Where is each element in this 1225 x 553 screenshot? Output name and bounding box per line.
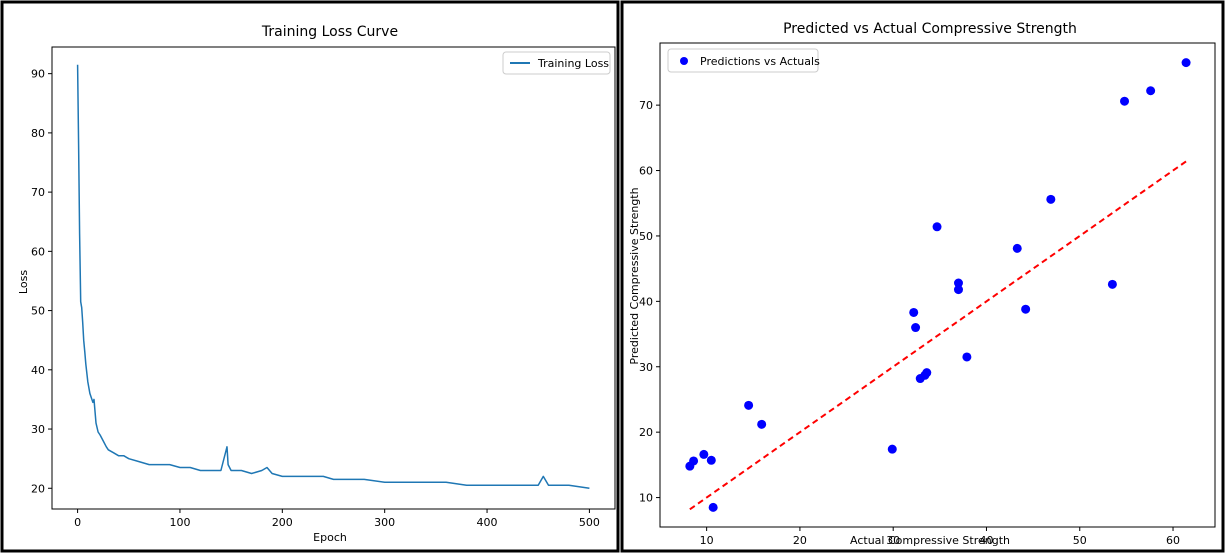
left-legend-box [502, 51, 611, 75]
right-y-tick-label: 70 [639, 99, 653, 112]
scatter-point [932, 222, 942, 232]
scatter-point [911, 323, 921, 333]
left-x-axis-label: Epoch [313, 531, 347, 544]
left-y-tick-label: 30 [31, 423, 45, 436]
scatter-point [689, 456, 699, 466]
right-x-tick-label: 30 [886, 534, 900, 547]
right-y-tick-label: 30 [639, 361, 653, 374]
scatter-point [909, 307, 919, 317]
scatter-point [1120, 96, 1130, 106]
right-panel-frame [620, 0, 1225, 553]
left-x-tick-label: 200 [272, 516, 293, 529]
left-x-tick-label: 100 [169, 516, 190, 529]
right-legend-box [667, 48, 819, 73]
scatter-point [1146, 86, 1156, 96]
scatter-point [962, 352, 972, 362]
right-x-tick-label: 50 [1073, 534, 1087, 547]
right-legend-label: Predictions vs Actuals [700, 55, 820, 68]
scatter-point [1181, 58, 1191, 68]
right-y-tick-label: 10 [639, 492, 653, 505]
scatter-point [744, 400, 754, 410]
left-y-tick-label: 80 [31, 127, 45, 140]
left-y-tick-label: 70 [31, 186, 45, 199]
left-y-tick-label: 50 [31, 305, 45, 318]
left-y-tick-label: 20 [31, 482, 45, 495]
scatter-point [699, 449, 709, 459]
training-loss-chart: Training Loss Curve Epoch Loss 0 100 200 30… [17, 24, 616, 544]
left-x-tick-label: 500 [579, 516, 600, 529]
right-x-tick-label: 60 [1166, 534, 1180, 547]
right-mark-group [685, 58, 1191, 512]
left-legend-label: Training Loss [537, 57, 609, 70]
right-chart-title: Predicted vs Actual Compressive Strength [783, 21, 1077, 37]
left-y-axis-label: Loss [17, 270, 30, 294]
scatter-point [1046, 194, 1056, 204]
left-chart-title: Training Loss Curve [261, 24, 398, 40]
right-axes-frame [659, 42, 1216, 528]
scatter-point [708, 502, 718, 512]
left-y-tick-label: 60 [31, 245, 45, 258]
left-legend: Training Loss [502, 51, 611, 75]
scatter-point [1107, 279, 1117, 289]
right-x-tick-label: 20 [793, 534, 807, 547]
scatter-point [706, 455, 716, 465]
right-legend: Predictions vs Actuals [667, 48, 820, 73]
ideal-fit-reference-line [689, 160, 1187, 511]
right-y-axis-label: Predicted Compressive Strength [628, 187, 641, 364]
left-mark-group [76, 64, 590, 490]
left-x-tick-label: 0 [74, 516, 81, 529]
scatter-point [887, 444, 897, 454]
right-y-tick-label: 60 [639, 165, 653, 178]
right-y-tick-label: 20 [639, 426, 653, 439]
right-x-tick-label: 40 [979, 534, 993, 547]
scatter-point [953, 278, 963, 288]
predicted-vs-actual-chart: Predicted vs Actual Compressive Strength… [628, 21, 1216, 547]
left-x-tick-label: 400 [477, 516, 498, 529]
scatter-point [1021, 304, 1031, 314]
left-y-tick-label: 90 [31, 68, 45, 81]
right-tick-group: 10 20 30 40 50 60 10 20 30 40 50 60 70 [639, 99, 1180, 547]
scatter-point [953, 285, 963, 295]
scatter-point [757, 419, 767, 429]
right-x-axis-label: Actual Compressive Strength [850, 534, 1010, 547]
right-y-tick-label: 50 [639, 230, 653, 243]
right-legend-marker-swatch [680, 57, 688, 65]
left-tick-group: 0 100 200 300 400 500 20 30 40 50 60 70 80 90 [31, 68, 600, 529]
right-y-tick-label: 40 [639, 295, 653, 308]
scatter-point [1012, 243, 1022, 253]
left-axes-frame [51, 46, 616, 510]
scatter-point [922, 368, 932, 378]
left-panel-frame [0, 0, 620, 553]
right-x-tick-label: 10 [700, 534, 714, 547]
training-loss-line [76, 64, 590, 490]
left-y-tick-label: 40 [31, 364, 45, 377]
left-x-tick-label: 300 [374, 516, 395, 529]
